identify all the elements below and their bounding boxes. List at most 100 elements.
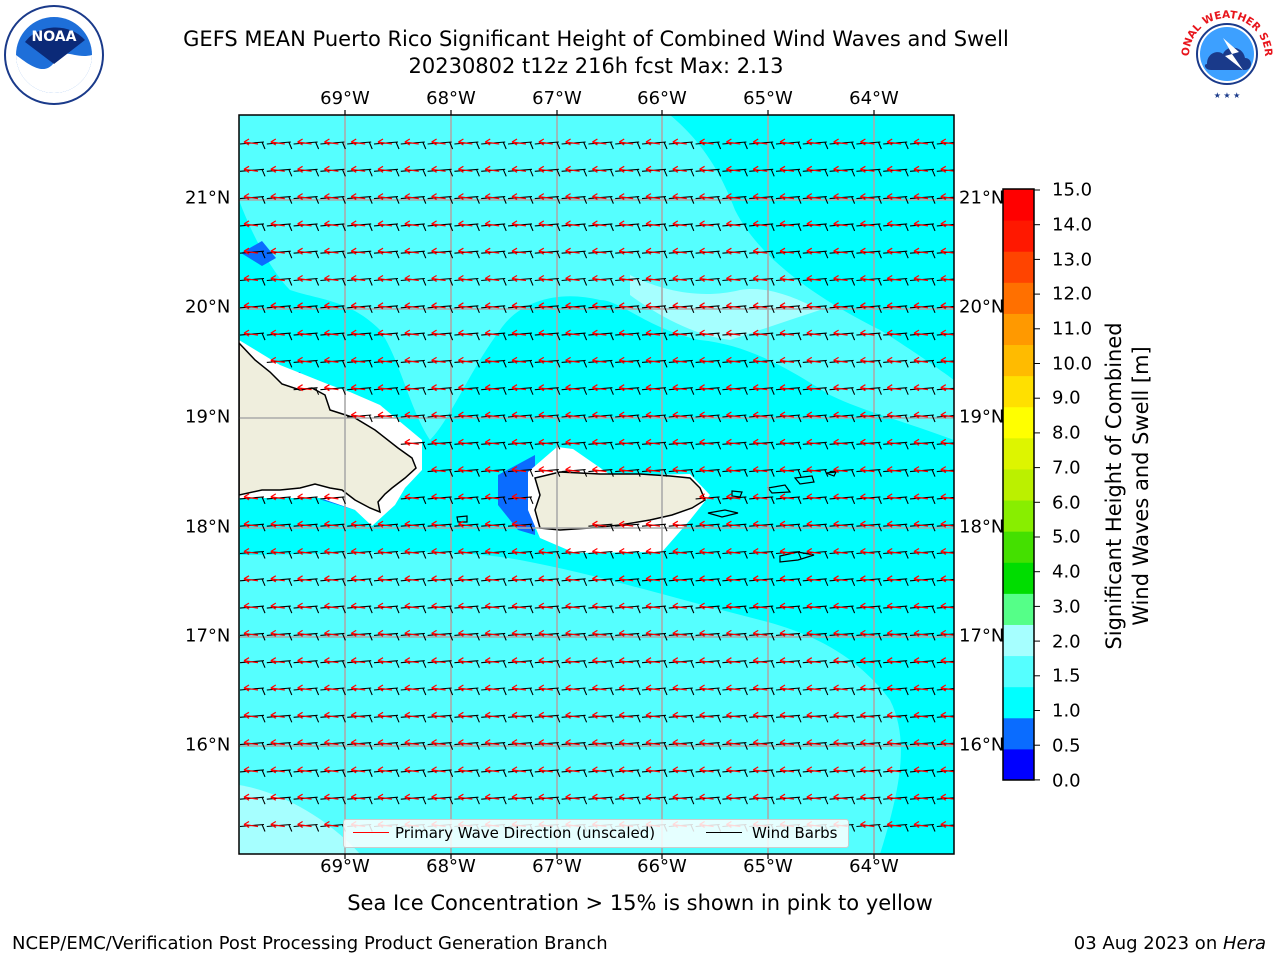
wave-direction-arrow	[297, 602, 312, 610]
wave-direction-arrow	[565, 739, 580, 747]
wave-direction-arrow	[752, 220, 768, 228]
lat-label-right: 17°N	[959, 625, 1005, 647]
wave-direction-arrow	[404, 711, 419, 719]
wave-direction-arrow	[350, 274, 366, 283]
wave-direction-arrow	[886, 575, 902, 583]
wave-direction-arrow	[699, 193, 714, 201]
wave-direction-arrow	[377, 247, 393, 255]
wave-direction-arrow	[458, 384, 473, 392]
wave-direction-arrow	[484, 247, 500, 255]
wave-direction-arrow	[806, 657, 821, 665]
wave-direction-arrow	[324, 329, 339, 337]
colorbar-tick: 1.5	[1052, 665, 1081, 687]
wave-direction-arrow	[404, 438, 419, 446]
wave-direction-arrow	[672, 220, 687, 228]
wave-direction-arrow	[940, 547, 954, 556]
wave-direction-arrow	[297, 302, 312, 310]
wave-direction-arrow	[645, 575, 661, 583]
wave-direction-arrow	[297, 247, 312, 255]
wave-direction-arrow	[404, 329, 419, 337]
wave-direction-arrow	[833, 547, 848, 556]
wave-direction-arrow	[511, 356, 527, 364]
wave-direction-arrow	[538, 629, 553, 637]
wave-direction-arrow	[377, 547, 393, 556]
colorbar-tick: 2.0	[1052, 631, 1081, 653]
wave-direction-arrow	[833, 466, 848, 474]
wave-direction-arrow	[270, 793, 285, 801]
wave-direction-arrow	[297, 547, 312, 556]
wave-direction-arrow	[779, 520, 795, 528]
wave-direction-arrow	[404, 547, 419, 556]
wave-direction-arrow	[860, 193, 875, 201]
wave-direction-arrow	[297, 329, 312, 337]
wave-direction-arrow	[297, 520, 312, 528]
wave-direction-arrow	[779, 629, 795, 637]
wave-direction-arrow	[324, 602, 339, 610]
colorbar-segment	[1003, 189, 1034, 221]
wave-direction-arrow	[592, 466, 607, 474]
wave-direction-arrow	[699, 466, 714, 474]
wave-direction-arrow	[484, 165, 500, 173]
wave-direction-arrow	[886, 520, 902, 528]
wave-direction-arrow	[913, 547, 929, 556]
wave-direction-arrow	[779, 438, 795, 446]
wave-direction-arrow	[806, 739, 821, 747]
wave-direction-arrow	[350, 356, 366, 364]
wave-direction-arrow	[833, 384, 848, 392]
colorbar-tick: 13.0	[1052, 249, 1093, 271]
wave-direction-arrow	[592, 766, 607, 774]
wave-direction-arrow	[297, 793, 312, 801]
wave-direction-arrow	[350, 138, 366, 146]
wave-direction-arrow	[538, 193, 553, 201]
wave-direction-arrow	[913, 165, 929, 173]
lat-label-right: 16°N	[959, 734, 1005, 756]
lat-label-left: 21°N	[185, 187, 231, 209]
wave-direction-arrow	[297, 684, 312, 692]
lat-label-right: 19°N	[959, 406, 1005, 428]
wave-direction-arrow	[511, 493, 527, 501]
wave-direction-arrow	[699, 547, 714, 556]
wave-direction-arrow	[726, 466, 741, 474]
wave-direction-arrow	[645, 247, 661, 255]
wave-direction-arrow	[860, 739, 875, 747]
wave-direction-arrow	[672, 684, 687, 692]
wave-direction-arrow	[752, 384, 768, 392]
wave-direction-arrow	[860, 356, 875, 364]
wave-direction-arrow	[511, 329, 527, 337]
lon-label-bottom: 67°W	[532, 856, 582, 877]
wave-direction-arrow	[913, 247, 929, 255]
wave-direction-arrow	[726, 739, 741, 747]
wave-direction-arrow	[860, 820, 875, 829]
wave-direction-arrow	[618, 684, 634, 692]
wave-direction-arrow	[699, 165, 714, 173]
wave-direction-arrow	[350, 793, 366, 801]
wave-direction-arrow	[538, 657, 553, 665]
wave-direction-arrow	[484, 384, 500, 392]
wave-direction-arrow	[270, 274, 285, 283]
map-frame	[238, 114, 955, 855]
wave-direction-arrow	[565, 384, 580, 392]
legend-wind-barbs: Wind Barbs	[752, 824, 838, 842]
wave-direction-arrow	[297, 274, 312, 283]
wave-direction-arrow	[565, 274, 580, 283]
wave-direction-arrow	[484, 466, 500, 474]
wave-direction-arrow	[404, 220, 419, 228]
wave-direction-arrow	[592, 356, 607, 364]
wave-direction-arrow	[699, 711, 714, 719]
wave-direction-arrow	[377, 602, 393, 610]
colorbar-tick: 9.0	[1052, 387, 1081, 409]
wave-direction-arrow	[940, 820, 954, 829]
wave-direction-arrow	[752, 466, 768, 474]
wave-direction-arrow	[940, 711, 954, 719]
wave-direction-arrow	[645, 356, 661, 364]
wave-direction-arrow	[833, 165, 848, 173]
wave-direction-arrow	[806, 356, 821, 364]
nws-logo: NATIONAL WEATHER SERVICE ★ ★ ★	[1177, 4, 1274, 101]
lat-label-right: 20°N	[959, 296, 1005, 318]
wave-direction-arrow	[404, 384, 419, 392]
wave-direction-arrow	[511, 547, 527, 556]
wave-direction-arrow	[806, 547, 821, 556]
wave-direction-arrow	[297, 657, 312, 665]
wave-direction-arrow	[538, 793, 553, 801]
wave-direction-arrow	[404, 684, 419, 692]
